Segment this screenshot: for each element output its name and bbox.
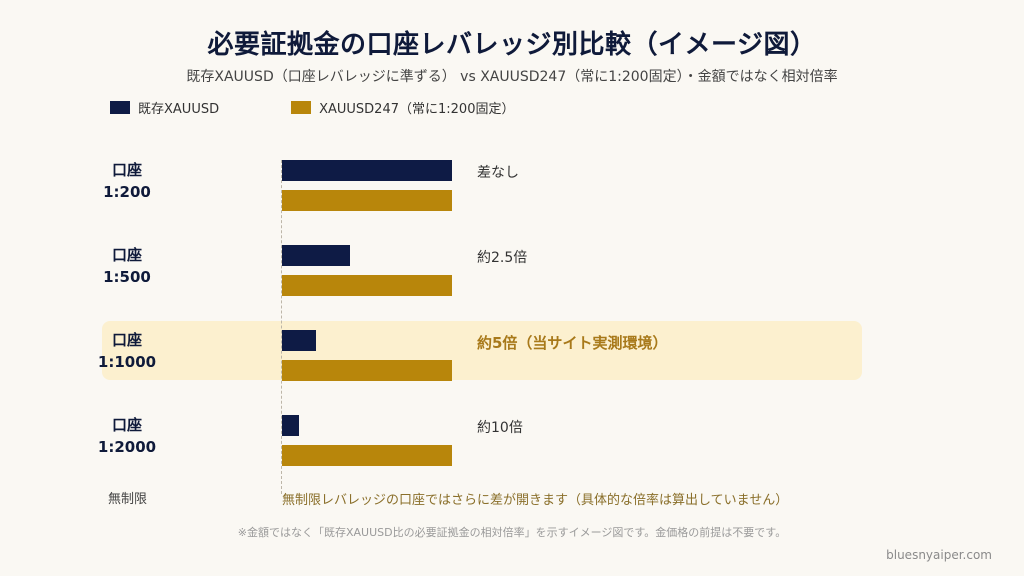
bar-fixed bbox=[282, 190, 452, 211]
bar-existing bbox=[282, 160, 452, 181]
bar-fixed bbox=[282, 275, 452, 296]
footnote: ※金額ではなく「既存XAUUSD比の必要証拠金の相対倍率」を示すイメージ図です。… bbox=[237, 526, 787, 539]
category-label-ratio: 1:1000 bbox=[97, 353, 157, 371]
bar-existing bbox=[282, 245, 350, 266]
bar-existing bbox=[282, 330, 316, 351]
category-label: 口座 1:500 bbox=[78, 244, 176, 288]
chart-subtitle: 既存XAUUSD（口座レバレッジに準ずる） vs XAUUSD247（常に1:2… bbox=[186, 69, 838, 85]
highlight-band bbox=[102, 321, 862, 380]
legend-label-existing: 既存XAUUSD bbox=[138, 102, 220, 117]
baseline-axis bbox=[281, 160, 282, 494]
category-label: 口座 1:2000 bbox=[78, 414, 176, 458]
chart-title: 必要証拠金の口座レバレッジ別比較（イメージ図） bbox=[207, 30, 817, 60]
legend-swatch-fixed bbox=[291, 101, 312, 114]
bar-fixed bbox=[282, 360, 452, 381]
ratio-annotation: 約10倍 bbox=[477, 420, 523, 436]
category-label-ratio: 1:500 bbox=[103, 268, 151, 286]
bar-fixed bbox=[282, 445, 452, 466]
ratio-annotation: 約5倍（当サイト実測環境） bbox=[477, 334, 668, 352]
ratio-annotation: 差なし bbox=[477, 165, 519, 181]
unlimited-label: 無制限 bbox=[108, 492, 148, 507]
category-label-ratio: 1:2000 bbox=[97, 438, 157, 456]
ratio-annotation: 約2.5倍 bbox=[477, 250, 528, 266]
unlimited-note: 無制限レバレッジの口座ではさらに差が開きます（具体的な倍率は算出していません） bbox=[282, 493, 789, 508]
category-label-ratio: 1:200 bbox=[103, 183, 151, 201]
legend-item-fixed: XAUUSD247（常に1:200固定） bbox=[291, 98, 514, 117]
legend-item-existing: 既存XAUUSD bbox=[110, 98, 219, 117]
category-label: 口座 1:200 bbox=[78, 159, 176, 203]
site-credit: bluesnyaiper.com bbox=[886, 548, 992, 562]
bar-existing bbox=[282, 415, 299, 436]
legend-label-fixed: XAUUSD247（常に1:200固定） bbox=[319, 102, 515, 117]
legend-swatch-existing bbox=[110, 101, 130, 114]
category-label-account: 口座 bbox=[111, 246, 142, 264]
category-label-account: 口座 bbox=[111, 416, 142, 434]
category-label-account: 口座 bbox=[111, 331, 142, 349]
category-label: 口座 1:1000 bbox=[78, 329, 176, 373]
category-label-account: 口座 bbox=[111, 161, 142, 179]
legend: 既存XAUUSD XAUUSD247（常に1:200固定） bbox=[110, 98, 514, 117]
